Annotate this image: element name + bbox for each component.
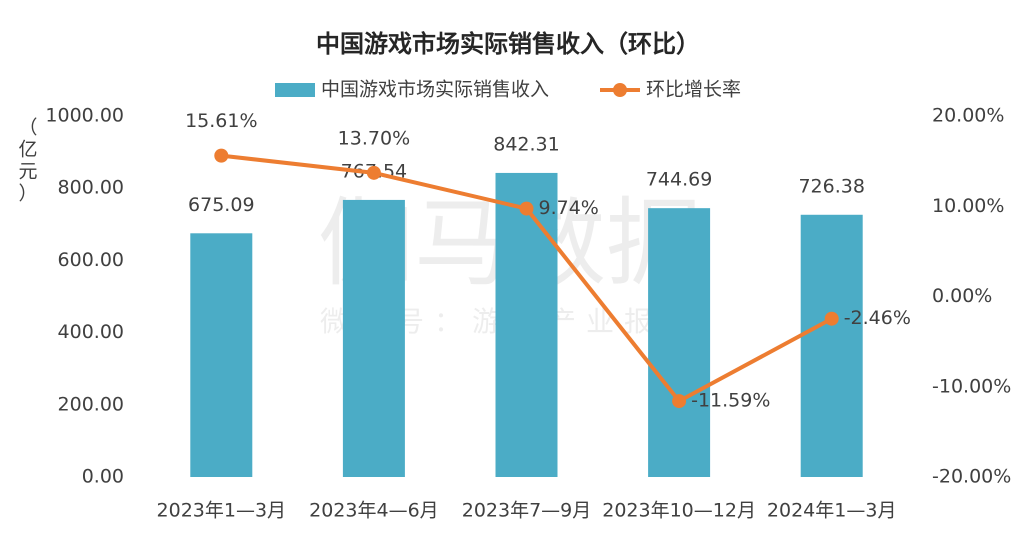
line-point [519, 201, 534, 216]
line-value-label: 13.70% [338, 127, 410, 149]
y-axis-label: （ [18, 117, 37, 139]
line-point [214, 148, 229, 163]
bar-value-label: 726.38 [798, 175, 864, 197]
bar [648, 208, 711, 477]
y-tick-label: 200.00 [58, 393, 124, 415]
line-point [672, 394, 687, 409]
legend-label: 中国游戏市场实际销售收入 [321, 79, 549, 101]
line-value-label: -11.59% [691, 390, 770, 412]
legend-swatch [613, 83, 627, 97]
y2-tick-label: -10.00% [932, 375, 1011, 397]
y-tick-label: 800.00 [58, 177, 124, 199]
bar [190, 233, 253, 477]
line-value-label: -2.46% [844, 307, 911, 329]
y-axis-label: 亿 [18, 139, 37, 161]
y-axis-label: 元 [18, 161, 37, 183]
y2-tick-label: 0.00% [932, 285, 992, 307]
line-value-label: 15.61% [185, 110, 257, 132]
x-tick-label: 2024年1—3月 [767, 500, 897, 522]
bar [495, 172, 558, 477]
bar-value-label: 842.31 [493, 133, 559, 155]
chart-title: 中国游戏市场实际销售收入（环比） [316, 30, 700, 58]
y-axis-label: ） [18, 183, 37, 205]
x-tick-label: 2023年7—9月 [462, 500, 592, 522]
line-point [366, 165, 381, 180]
bar [800, 214, 863, 477]
y2-tick-label: -20.00% [932, 466, 1011, 488]
legend-label: 环比增长率 [646, 79, 741, 101]
y-tick-label: 600.00 [58, 249, 124, 271]
x-tick-label: 2023年4—6月 [309, 500, 439, 522]
y2-tick-label: 10.00% [932, 195, 1004, 217]
y-tick-label: 0.00 [82, 466, 124, 488]
x-tick-label: 2023年1—3月 [157, 500, 287, 522]
bar [342, 199, 405, 477]
y-tick-label: 1000.00 [45, 105, 124, 127]
bar-value-label: 675.09 [188, 194, 254, 216]
bar-value-label: 744.69 [646, 169, 712, 191]
line-value-label: 9.74% [539, 197, 599, 219]
y2-tick-label: 20.00% [932, 105, 1004, 127]
x-tick-label: 2023年10—12月 [602, 500, 756, 522]
line-point [824, 311, 839, 326]
y-tick-label: 400.00 [58, 321, 124, 343]
legend-swatch [275, 83, 315, 97]
